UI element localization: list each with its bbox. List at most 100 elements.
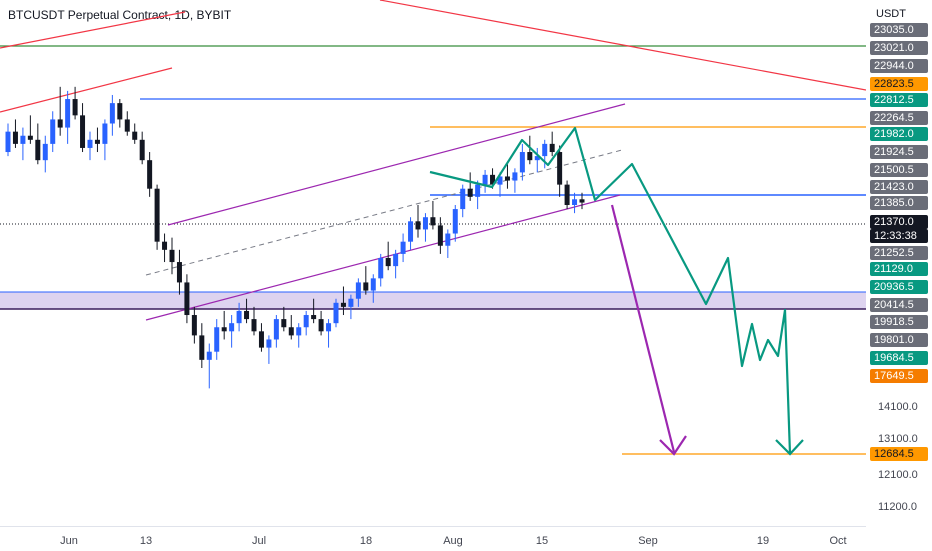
chart-title: BTCUSDT Perpetual Contract, 1D, BYBIT [8,8,232,22]
candle-body [549,143,555,153]
price-tag: 21129.0 [870,262,928,276]
candle-body [504,176,510,181]
price-tick-label: 11200.0 [878,501,917,513]
candle-body [370,278,376,291]
candle-body [80,115,86,148]
channel-upper-red [0,11,186,49]
price-tag: 23035.0 [870,23,928,37]
time-tick-label: 13 [139,535,153,547]
candle-body [191,315,197,336]
price-tag: 19684.5 [870,351,928,365]
candle-body [422,217,428,230]
support-zone [0,292,866,309]
candle-body [50,119,56,144]
projection-arrowhead-green [775,439,804,456]
price-tag: 21500.5 [870,163,928,177]
candle-body [236,310,242,324]
downtrend-line-red [379,0,866,91]
time-axis[interactable]: Jun 13 Jul 18 Aug 15 Sep 19 Oct [0,526,866,551]
candle-body [199,335,205,360]
candle-body [348,298,354,307]
time-tick-label: Sep [638,535,658,547]
time-tick-label: Oct [829,535,847,547]
time-tick-label: Aug [443,535,463,547]
candle-body [139,139,145,161]
candle-body [445,233,451,246]
price-tag: 19918.5 [870,315,928,329]
price-chart-plot[interactable] [0,0,866,526]
candle-body [393,253,399,267]
candle-body [132,131,138,140]
candle-body [572,199,578,205]
candle-body [206,351,212,360]
candle-body [42,143,48,161]
candle-body [57,119,63,128]
price-axis[interactable]: USDT 23035.0 23021.0 22944.0 22823.5 22812.5… [866,0,932,550]
time-tick-label: 19 [756,535,770,547]
price-tag: 22264.5 [870,111,928,125]
candle-body [244,310,250,320]
price-tag: 21423.0 [870,180,928,194]
price-tick-label: 14100.0 [878,401,918,413]
candle-body [20,135,26,144]
candle-body [288,327,294,336]
candle-body [534,156,540,161]
price-tag: 21982.0 [870,127,928,141]
candle-body [35,139,41,161]
candle-body [296,327,302,336]
price-tag: 22823.5 [870,77,928,91]
time-tick-label: Jun [60,535,78,547]
candle-body [214,327,220,352]
candle-body [415,221,421,230]
candle-body [408,221,414,242]
time-tick-label: 18 [359,535,373,547]
candle-body [169,249,175,263]
candle-body [94,139,100,144]
candle-body [273,319,279,340]
candle-body [542,143,548,157]
price-tag: 21924.5 [870,145,928,159]
time-tick-label: 15 [535,535,549,547]
candle-body [258,331,264,348]
candle-body [497,176,503,185]
candle-body [326,323,332,332]
candle-body [251,319,257,332]
candle-body [72,99,78,116]
candle-body [385,257,391,267]
candle-body [467,188,473,197]
candle-body [184,282,190,316]
price-tag: 19801.0 [870,333,928,347]
target-price-tag: 12684.5 [870,447,928,461]
projection-arrow-purple [610,204,676,453]
price-tick-label: 13100.0 [878,433,918,445]
candle-body [102,123,108,144]
price-tag: 20414.5 [870,298,928,312]
candle-body [124,119,130,132]
candle-body [5,131,11,153]
candle-body [557,152,563,185]
candle-body [564,184,570,205]
candle-body [87,139,93,148]
candle-body [527,152,533,161]
channel-lower-red [0,67,173,113]
candle-body [430,217,436,226]
projection-path-green [429,126,792,455]
price-tag: 12:33:38 [870,229,928,243]
candle-body [512,172,518,181]
candle-body [117,103,123,120]
candle-body [229,323,235,332]
candle-body [378,257,384,279]
candle-body [490,174,496,185]
channel-lower-purple [145,194,621,321]
candle-body [333,302,339,324]
candle-body [318,319,324,332]
candle-body [340,302,346,307]
price-tag: 20936.5 [870,280,928,294]
candle-body [482,174,488,185]
candle-body [311,315,317,320]
price-tag: 22944.0 [870,59,928,73]
price-tag: 21252.5 [870,246,928,260]
candle-body [437,225,443,246]
price-tag: 21385.0 [870,196,928,210]
projection-arrowhead-purple [659,435,687,456]
